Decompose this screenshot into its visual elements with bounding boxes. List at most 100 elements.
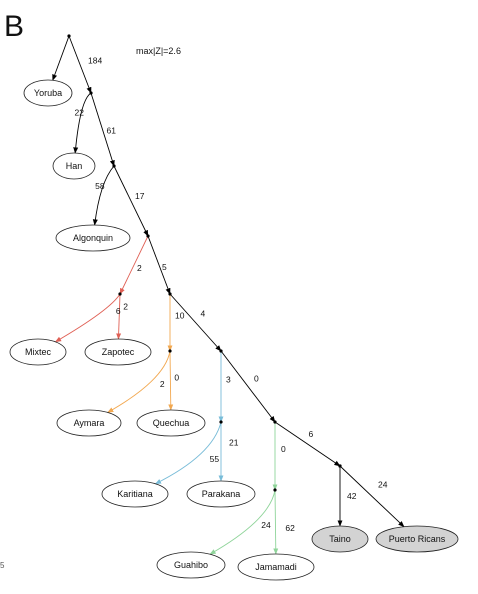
edge-n5-zapotec xyxy=(116,293,122,340)
leaf-label: Zapotec xyxy=(102,347,135,357)
internal-node-n6 xyxy=(168,292,172,296)
internal-node-n11 xyxy=(273,488,277,492)
leaf-guahibo: Guahibo xyxy=(156,551,226,579)
internal-node-n7 xyxy=(168,349,172,353)
edge-weight-n7-aymara: 2 xyxy=(160,379,165,389)
edge-weight-n11-jamamadi: 62 xyxy=(285,523,295,533)
leaf-label: Guahibo xyxy=(174,560,208,570)
edge-n9-karitiana xyxy=(154,421,222,485)
edge-weight-n9-karitiana: 55 xyxy=(210,454,220,464)
edge-n11-jamamadi xyxy=(273,489,279,555)
leaf-label: Mixtec xyxy=(25,347,52,357)
edge-weight-n3-n4: 17 xyxy=(135,191,145,201)
leaf-puerto-ricans: Puerto Ricans xyxy=(375,525,459,553)
leaf-ellipse xyxy=(9,338,67,366)
edge-n2-n3 xyxy=(90,92,115,167)
edge-weight-n12-taino: 42 xyxy=(347,491,357,501)
leaf-label: Algonquin xyxy=(73,233,113,243)
leaf-label: Han xyxy=(66,161,83,171)
edge-n7-quechua xyxy=(168,350,174,411)
internal-nodes-layer xyxy=(67,34,342,492)
internal-node-n5 xyxy=(118,292,122,296)
edge-weight-n4-n6: 5 xyxy=(162,262,167,272)
edge-n12-puerto_ricans xyxy=(339,465,405,528)
edge-weight-n9-parakana: 21 xyxy=(229,438,239,448)
internal-node-n8 xyxy=(219,349,223,353)
leaf-label: Parakana xyxy=(202,489,241,499)
leaves-layer: Yoruba Han Algonquin Mixtec Zapotec Aymara Que… xyxy=(9,79,459,581)
edge-weight-n8-n10: 0 xyxy=(254,374,259,384)
leaf-han: Han xyxy=(52,152,96,180)
leaf-ellipse xyxy=(84,338,152,366)
edge-weight-n1-n2: 184 xyxy=(88,56,102,66)
leaf-ellipse xyxy=(136,409,206,437)
leaf-label: Jamamadi xyxy=(255,562,297,572)
leaf-mixtec: Mixtec xyxy=(9,338,67,366)
edge-n2-han xyxy=(73,92,92,154)
internal-node-n2 xyxy=(89,91,93,95)
edge-n3-n4 xyxy=(113,165,149,237)
leaf-karitiana: Karitiana xyxy=(101,480,169,508)
leaf-label: Yoruba xyxy=(34,88,62,98)
edge-weight-n6-n7: 10 xyxy=(175,311,185,321)
leaf-yoruba: Yoruba xyxy=(23,79,73,107)
leaf-ellipse xyxy=(311,525,369,553)
leaf-ellipse xyxy=(23,79,73,107)
leaf-label: Aymara xyxy=(74,418,105,428)
leaf-ellipse xyxy=(101,480,169,508)
edge-weight-n7-quechua: 0 xyxy=(174,373,179,383)
edge-weight-n10-n12: 6 xyxy=(309,429,314,439)
leaf-label: Puerto Ricans xyxy=(389,534,446,544)
edge-weight-n3-algonquin: 58 xyxy=(95,181,105,191)
edge-n4-n5 xyxy=(119,235,149,295)
edge-weight-n11-guahibo: 24 xyxy=(261,520,271,530)
internal-node-n9 xyxy=(219,420,223,424)
internal-node-n10 xyxy=(273,420,277,424)
edge-weight-n2-n3: 61 xyxy=(107,126,117,136)
edge-weight-n8-n9: 3 xyxy=(226,375,231,385)
internal-node-n4 xyxy=(146,234,150,238)
leaf-ellipse xyxy=(156,551,226,579)
leaf-quechua: Quechua xyxy=(136,409,206,437)
internal-node-n1 xyxy=(67,34,71,38)
leaf-ellipse xyxy=(186,480,256,508)
internal-node-n3 xyxy=(112,164,116,168)
edge-n5-mixtec xyxy=(54,293,121,343)
edge-n1-yoruba xyxy=(52,35,70,81)
edge-weight-n2-han: 22 xyxy=(75,108,85,118)
edge-n3-algonquin xyxy=(92,165,115,226)
leaf-label: Quechua xyxy=(153,418,190,428)
leaf-aymara: Aymara xyxy=(56,409,122,437)
edge-n8-n10 xyxy=(220,350,276,423)
edge-n7-aymara xyxy=(107,350,171,413)
edge-weight-n10-n11: 0 xyxy=(281,444,286,454)
edge-weight-n4-n5: 2 xyxy=(137,263,142,273)
leaf-label: Karitiana xyxy=(117,489,153,499)
edge-weight-n5-zapotec: 2 xyxy=(123,302,128,312)
leaf-zapotec: Zapotec xyxy=(84,338,152,366)
edge-weight-n6-n8: 4 xyxy=(201,309,206,319)
leaf-taino: Taino xyxy=(311,525,369,553)
statistic-label: max|Z|=2.6 xyxy=(136,46,181,56)
leaf-jamamadi: Jamamadi xyxy=(237,553,315,581)
edge-n1-n2 xyxy=(68,35,92,94)
panel-letter: B xyxy=(4,10,25,43)
leaf-parakana: Parakana xyxy=(186,480,256,508)
edge-n4-n6 xyxy=(147,235,171,295)
edge-weight-n12-puerto_ricans: 24 xyxy=(378,479,388,489)
leaf-ellipse xyxy=(375,525,459,553)
corner-mark: 5 xyxy=(0,561,5,570)
leaf-algonquin: Algonquin xyxy=(55,224,131,252)
edges-layer xyxy=(52,35,405,555)
edge-n11-guahibo xyxy=(209,489,276,555)
edge-weight-n5-mixtec: 6 xyxy=(116,306,121,316)
leaf-ellipse xyxy=(237,553,315,581)
leaf-label: Taino xyxy=(329,534,351,544)
leaf-ellipse xyxy=(55,224,131,252)
edge-n6-n8 xyxy=(169,293,222,352)
edge-n10-n12 xyxy=(274,421,341,467)
internal-node-n13 xyxy=(338,464,342,468)
leaf-ellipse xyxy=(52,152,96,180)
